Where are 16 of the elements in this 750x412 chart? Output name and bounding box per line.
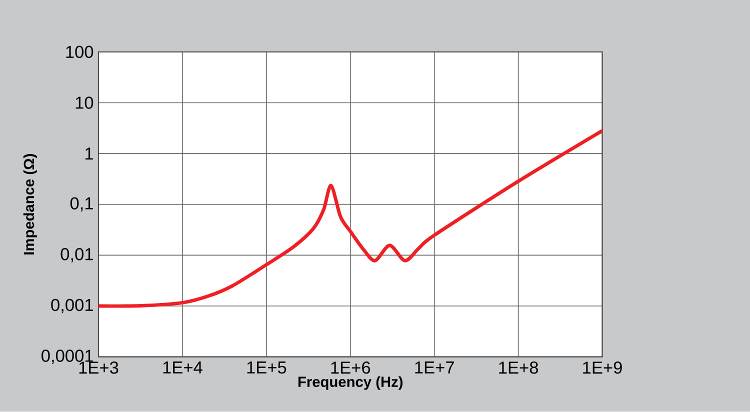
x-tick-label: 1E+8 [499, 362, 538, 374]
y-tick-label: 100 [66, 46, 94, 58]
y-tick-label: 0,01 [60, 248, 93, 262]
x-tick-label: 1E+3 [79, 362, 118, 374]
y-tick-label: 0,001 [51, 298, 93, 314]
x-tick-label: 1E+5 [247, 362, 286, 374]
y-tick-label: 0,0001 [42, 350, 93, 364]
y-tick-label: 1 [85, 148, 93, 160]
x-tick-label: 1E+6 [331, 362, 370, 374]
x-tick-label: 1E+4 [163, 362, 202, 374]
y-tick-label: 0,1 [70, 197, 93, 212]
x-axis-title: Frequency (Hz) [298, 376, 403, 390]
x-tick-label: 1E+9 [583, 362, 622, 374]
y-tick-label: 10 [76, 96, 94, 109]
y-axis-title: Impedance (Ω) [23, 154, 38, 255]
x-tick-label: 1E+7 [415, 362, 454, 374]
